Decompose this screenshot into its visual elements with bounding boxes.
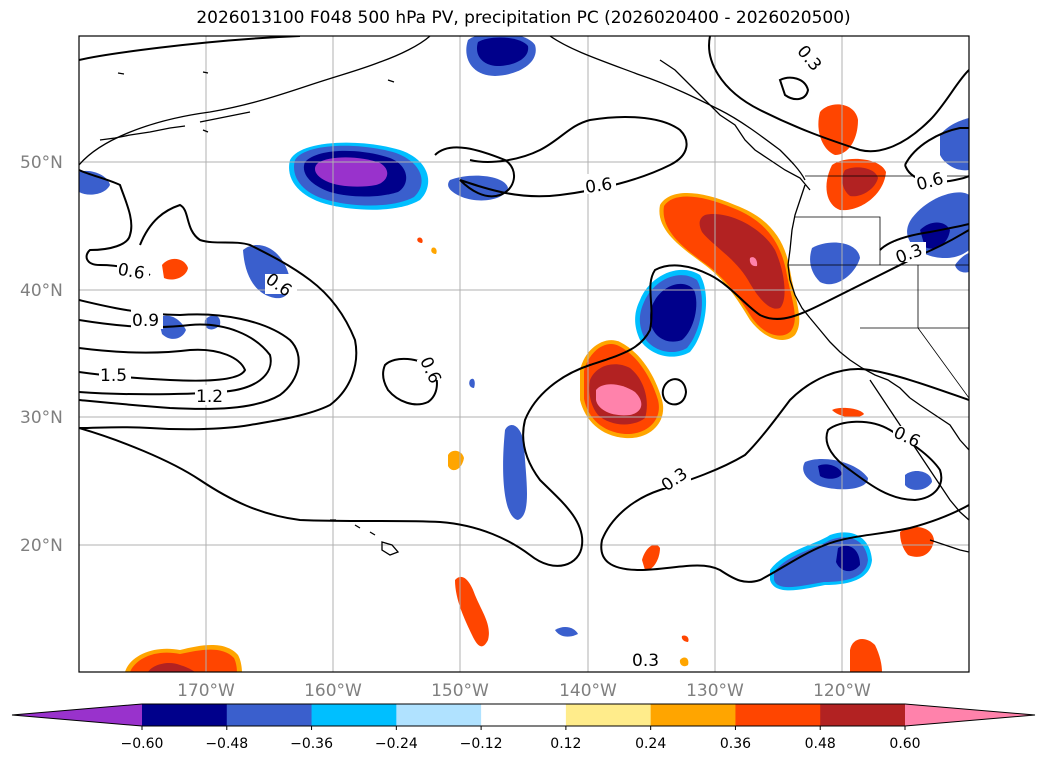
lon-label-150w: 150°W [431,681,489,701]
neg-blob-15 [905,471,932,490]
contour-0.3-loop-east [600,368,969,583]
colorbar-tick-label: 0.24 [635,736,666,752]
pos-blob-5 [162,258,188,280]
alaska-coast [79,36,431,166]
colorbar-tick-label: 0.36 [720,736,751,752]
neg-blob-5 [79,170,110,195]
contour-label: 0.9 [132,311,159,331]
gulf-alaska-coast [549,36,806,181]
colorbar-tick-label: −0.12 [460,736,503,752]
contour-0.6-west [79,203,358,431]
colorbar-segment [311,704,397,726]
pos-blob-1c [699,214,785,309]
west-coast-north [787,184,811,319]
pos-blob-16 [679,657,689,667]
neg-blob-13 [955,253,969,273]
lon-label-120w: 120°W [813,681,871,701]
pos-blob-14 [431,247,437,254]
map-frame [78,35,970,673]
lon-label-160w: 160°W [304,681,362,701]
baja-coast [869,379,969,521]
colorbar-tick-label: 0.48 [805,736,836,752]
pos-blob-13 [417,237,423,243]
contour-0.3-north-east [879,223,969,251]
colorbar-segment [650,704,736,726]
neg-blob-8c [650,283,697,342]
pos-blob-3 [818,104,858,155]
colorbar-segment [142,704,228,726]
colorbar-tick-label: −0.60 [121,736,164,752]
colorbar-tick-label: −0.24 [375,736,418,752]
colorbar-extend-min [12,704,142,726]
contour-0.6-ne-small [778,76,810,101]
neg-blob-14b [818,464,842,479]
mexico-coast-south [929,539,969,553]
pos-blob-4b [842,167,878,197]
colorbar-tick-label: 0.12 [550,736,581,752]
colorbar: −0.60 −0.48 −0.36 −0.24 −0.12 0.12 0.24 0.36 0.4… [11,703,1036,752]
neg-blob-9 [503,425,527,520]
alaska-peninsula [99,111,251,141]
colorbar-segment [820,704,906,726]
contour-label: 0.3 [632,651,659,671]
lon-label-170w: 170°W [177,681,235,701]
pos-blob-15 [681,635,689,642]
pos-blob-10 [832,407,864,418]
colorbar-tick-label: −0.36 [290,736,333,752]
contour-0.6-east [825,420,943,502]
pos-blob-11 [850,638,882,672]
pos-blob-2d [596,384,642,416]
colorbar-segment [396,704,482,726]
colorbar-extend-max [905,704,1035,726]
contour-label: 0.6 [116,260,146,284]
bc-coast [659,59,811,191]
colorbar-tick-label: 0.60 [889,736,920,752]
lat-label-40n: 40°N [20,281,63,301]
neg-blob-2b [476,37,529,66]
pos-blob-7 [455,576,489,647]
contour-1.5 [79,347,247,382]
neg-blob-10 [810,242,860,285]
contour-0.3-north [79,36,969,153]
gulf-california-coast [909,397,969,451]
contour-0.6-north-central [434,116,688,198]
contour-label: 1.2 [196,387,223,407]
neg-blob-18 [469,378,475,388]
state-borders [788,216,969,399]
pos-blob-1b [663,196,795,336]
lat-label-50n: 50°N [20,153,63,173]
pos-blob-9 [900,527,934,557]
pos-blob-8 [642,544,660,571]
contour-label: 1.5 [100,366,127,386]
latitude-labels: 50°N 40°N 30°N 20°N [20,153,63,556]
colorbar-segment [226,704,313,726]
contour-0.3-south [79,229,969,567]
colorbar-segment [565,704,652,726]
colorbar-segment [735,704,821,726]
contour-0.6-northeast [904,127,969,183]
longitude-labels: 170°W 160°W 150°W 140°W 130°W 120°W [177,681,871,701]
map-title: 2026013100 F048 500 hPa PV, precipitatio… [196,8,851,28]
contour-label: 0.6 [584,174,614,198]
small-islands [117,71,395,133]
contour-0.6-alaska [79,169,151,276]
lat-label-20n: 20°N [20,536,63,556]
neg-blob-17 [555,627,578,637]
pos-blob-1d [749,257,758,267]
pos-blob-12c [148,662,195,672]
colorbar-tick-label: −0.48 [205,736,248,752]
precipitation-shading [79,36,969,672]
contour-small-ring [661,378,688,406]
lon-label-140w: 140°W [559,681,617,701]
colorbar-segment [481,704,567,726]
pv-contours [79,36,969,583]
lon-label-130w: 130°W [686,681,744,701]
map-area: 0.3 0.6 0.6 0.6 0.6 0.6 0.9 1.5 1.2 0.6 … [79,36,969,672]
california-coast [809,317,911,399]
lat-label-30n: 30°N [20,408,63,428]
